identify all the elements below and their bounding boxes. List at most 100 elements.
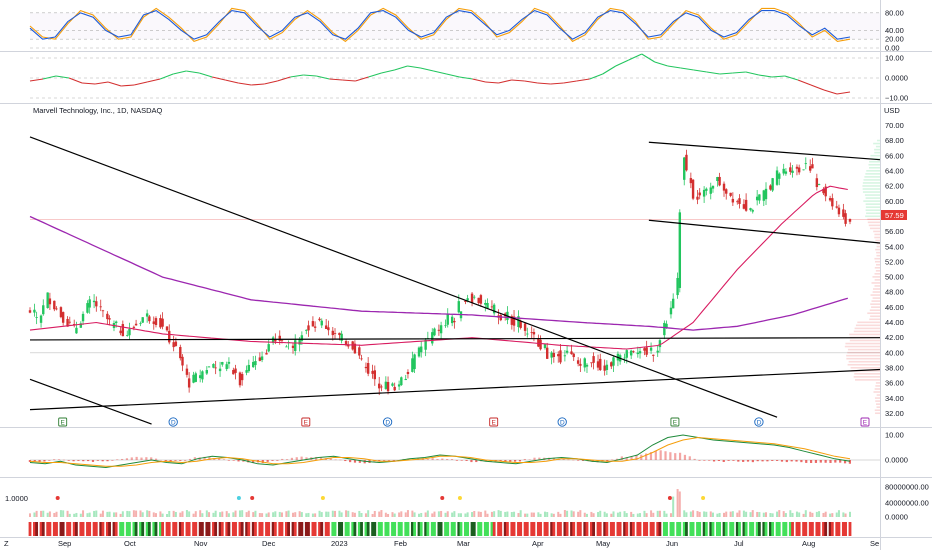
signal-strip-cell <box>134 522 138 536</box>
macd-histogram-bar <box>193 457 196 460</box>
signal-strip-cell <box>811 522 814 536</box>
candle-body <box>126 335 129 336</box>
volume-bar <box>758 512 761 517</box>
oscillator-segment <box>329 78 343 81</box>
volume-bar <box>612 511 615 517</box>
macd-histogram-bar <box>611 459 614 461</box>
volume-bar <box>437 511 440 517</box>
macd-histogram-bar <box>843 460 847 464</box>
signal-strip-cell <box>751 522 755 536</box>
macd-histogram-bar <box>271 460 274 461</box>
candle-body <box>656 350 659 353</box>
volume-bar <box>597 512 600 517</box>
volume-left-label: 1.0000 <box>5 494 28 503</box>
event-marker-label: E <box>60 419 65 426</box>
signal-strip-cell <box>167 522 171 536</box>
signal-strip-cell <box>426 522 430 536</box>
macd-histogram-bar <box>436 459 439 460</box>
oscillator-pane: 10.00 0.0000 −10.00 <box>29 54 908 103</box>
oscillator-segment <box>472 78 486 83</box>
macd-histogram-bar <box>780 460 784 462</box>
volume-profile-bar <box>865 197 880 199</box>
volume-bar <box>380 510 383 517</box>
volume-bar <box>466 512 469 517</box>
price-axis-tick: 38.00 <box>885 363 904 372</box>
candle-body <box>444 325 447 327</box>
volume-bar <box>139 510 142 517</box>
volume-bar <box>623 511 626 517</box>
candle-body <box>88 299 91 308</box>
signal-strip-cell <box>552 522 556 536</box>
candle-body <box>305 329 308 331</box>
volume-bar <box>459 513 462 517</box>
macd-histogram-bar <box>776 460 779 461</box>
macd-histogram-bar <box>285 459 289 460</box>
macd-histogram-bar <box>53 459 56 460</box>
oscillator-segment <box>550 82 564 85</box>
signal-strip-cell <box>247 522 251 536</box>
signal-strip-cell <box>245 522 249 536</box>
signal-strip-cell <box>198 522 202 536</box>
volume-bar <box>272 512 275 517</box>
signal-strip-cell <box>293 522 297 536</box>
volume-bar <box>749 512 752 517</box>
volume-bar <box>837 510 840 517</box>
volume-bar <box>88 512 91 517</box>
macd-histogram-bar <box>766 460 769 462</box>
oscillator-segment <box>433 70 447 75</box>
candle-body <box>75 327 78 334</box>
signal-strip-cell <box>340 522 344 536</box>
candle-body <box>101 310 105 312</box>
candle-body <box>523 323 527 331</box>
macd-histogram-bar <box>426 459 429 460</box>
volume-bar <box>221 511 224 517</box>
candle-body <box>678 212 682 288</box>
volume-bar <box>650 510 653 517</box>
macd-histogram-bar <box>33 460 36 462</box>
macd-histogram-bar <box>164 460 167 462</box>
volume-profile-bar <box>847 351 880 354</box>
signal-strip-cell <box>338 522 341 536</box>
volume-profile-bar <box>873 230 880 233</box>
macd-histogram-bar <box>344 460 347 462</box>
macd-histogram-bar <box>87 460 90 462</box>
signal-strip-cell <box>771 522 775 536</box>
volume-bar <box>570 510 573 517</box>
macd-histogram-bar <box>145 457 148 460</box>
candle-body <box>711 185 715 189</box>
candle-body <box>837 207 841 215</box>
signal-strip-cell <box>685 522 688 536</box>
candle-body <box>473 296 476 298</box>
volume-profile-bar <box>847 363 880 366</box>
volume-bar <box>115 512 118 517</box>
candle-body <box>331 330 335 336</box>
descending-trendline <box>29 136 778 418</box>
volume-bar <box>776 511 779 517</box>
macd-histogram-bar <box>383 460 386 461</box>
volume-profile-bar <box>874 279 880 281</box>
volume-bar <box>493 511 496 517</box>
candle-body <box>457 301 460 313</box>
volume-bar <box>214 510 217 517</box>
volume-bar <box>152 512 155 517</box>
oscillator-segment <box>134 81 148 86</box>
oscillator-segment <box>745 71 760 76</box>
signal-strip-cell <box>430 522 434 536</box>
channel-upper-line <box>648 141 881 161</box>
candle-body <box>225 364 228 370</box>
macd-histogram-bar <box>353 460 357 463</box>
volume-bar <box>254 510 257 517</box>
oscillator-segment <box>186 70 200 74</box>
oscillator-segment <box>706 71 720 75</box>
oscillator-segment <box>82 82 96 85</box>
volume-bar <box>550 513 553 517</box>
macd-histogram-bar <box>693 458 696 460</box>
signal-strip-cell <box>523 522 527 536</box>
signal-strip-cell <box>393 522 397 536</box>
event-marker-label: D <box>560 419 565 426</box>
volume-profile-bar <box>876 139 880 142</box>
signal-strip-cell <box>220 522 224 536</box>
macd-histogram-bar <box>829 460 832 463</box>
candle-body <box>450 316 454 324</box>
volume-bar <box>451 512 454 517</box>
